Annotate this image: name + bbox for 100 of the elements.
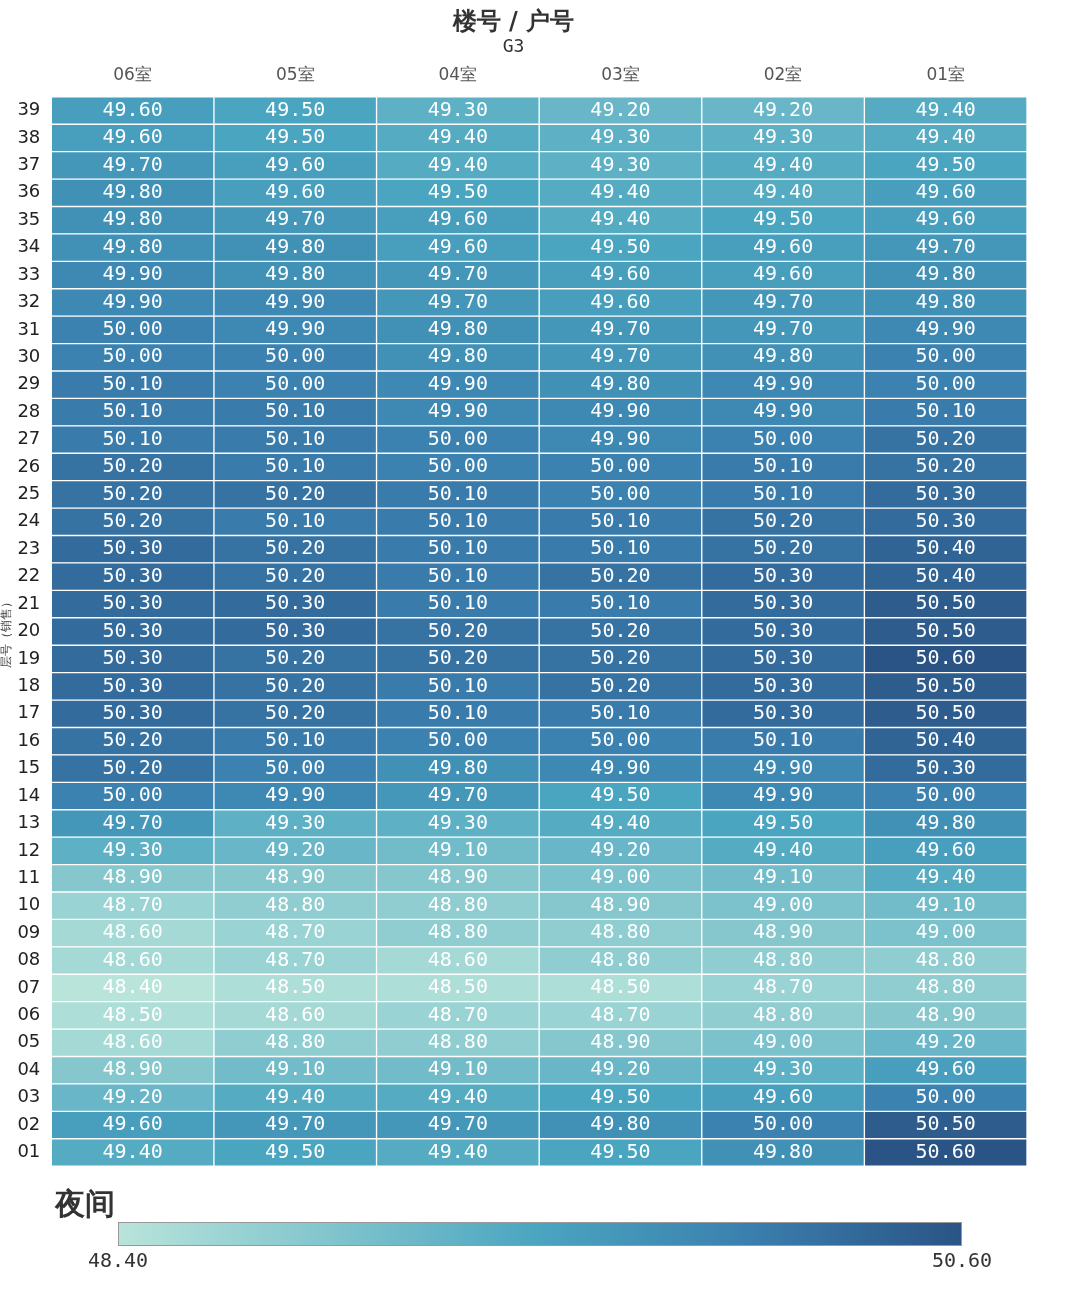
data-label: 50.10 [590,535,651,560]
y-tick-label: 14 [17,783,41,805]
data-label: 49.70 [427,1111,488,1136]
data-label: 49.60 [265,178,326,203]
y-tick-label: 05 [17,1030,41,1052]
color-bar-title: 夜间 [55,1185,115,1223]
data-label: 50.10 [590,508,651,533]
chart-subtitle: G3 [502,35,525,57]
data-label: 49.70 [102,809,163,834]
data-label: 50.20 [590,672,651,697]
data-label: 50.10 [265,508,326,533]
data-label: 49.40 [752,151,814,176]
data-label: 48.80 [590,919,651,944]
data-label: 48.90 [752,919,814,944]
data-label: 49.90 [102,261,163,286]
data-label: 50.10 [427,480,488,505]
data-label: 48.80 [915,946,976,971]
data-label: 50.10 [265,425,326,450]
data-label: 50.10 [427,535,488,560]
data-label: 50.30 [752,590,814,615]
data-label: 49.90 [752,754,814,779]
y-axis-title: 层号（销售） [0,595,14,668]
data-label: 50.00 [265,343,326,368]
data-label: 50.00 [265,370,326,395]
data-label: 49.40 [427,124,488,149]
data-label: 50.30 [915,508,976,533]
data-label: 50.30 [102,535,163,560]
y-tick-label: 33 [17,262,41,284]
data-label: 49.60 [915,178,976,203]
y-tick-label: 13 [17,811,41,833]
data-label: 50.00 [590,453,651,478]
data-label: 49.50 [752,809,814,834]
data-label: 50.20 [102,480,163,505]
data-label: 50.20 [752,535,814,560]
data-label: 49.80 [590,370,651,395]
y-tick-label: 20 [17,619,41,641]
data-label: 50.20 [265,699,326,724]
data-label: 50.30 [265,590,326,615]
data-label: 49.30 [752,1056,814,1081]
data-label: 49.90 [752,398,814,423]
data-label: 49.60 [102,1111,163,1136]
data-label: 50.20 [265,645,326,670]
data-label: 50.00 [752,425,814,450]
data-label: 50.50 [915,672,976,697]
x-tick-label: 05室 [275,64,315,85]
data-label: 50.20 [427,645,488,670]
data-label: 49.40 [427,1083,488,1108]
data-label: 49.40 [427,1138,488,1163]
data-label: 49.60 [915,837,976,862]
y-tick-label: 09 [17,920,41,942]
data-label: 50.00 [102,782,163,807]
x-tick-label: 02室 [763,64,803,85]
data-label: 50.20 [427,617,488,642]
data-label: 48.80 [427,891,488,916]
data-label: 48.80 [265,1029,326,1054]
y-tick-label: 15 [17,756,41,778]
data-label: 49.40 [590,178,651,203]
data-label: 49.80 [265,261,326,286]
y-tick-label: 34 [17,235,41,257]
data-label: 50.30 [265,617,326,642]
data-label: 48.70 [752,974,814,999]
data-label: 50.30 [102,699,163,724]
y-tick-label: 02 [17,1112,41,1134]
data-label: 49.40 [102,1138,163,1163]
data-label: 49.50 [590,1138,651,1163]
data-label: 50.50 [915,699,976,724]
x-tick-label: 06室 [113,64,152,85]
data-label: 50.20 [102,754,163,779]
data-label: 48.90 [915,1001,976,1026]
data-label: 49.70 [102,151,163,176]
data-label: 49.40 [752,178,814,203]
data-label: 48.60 [427,946,488,971]
data-label: 50.00 [427,453,488,478]
data-label: 50.30 [102,590,163,615]
data-label: 49.90 [590,754,651,779]
data-label: 50.10 [752,727,814,752]
data-label: 49.40 [752,837,814,862]
data-label: 49.50 [265,96,326,121]
data-label: 48.80 [752,946,814,971]
y-tick-label: 11 [17,865,41,887]
data-label: 49.20 [590,96,651,121]
data-label: 49.80 [102,233,163,258]
data-label: 49.40 [915,864,976,889]
data-label: 48.70 [265,919,326,944]
y-tick-label: 38 [17,125,41,147]
data-label: 49.70 [427,288,488,313]
y-tick-label: 06 [17,1003,41,1025]
data-label: 50.30 [752,672,814,697]
data-label: 50.50 [915,590,976,615]
data-label: 49.90 [427,370,488,395]
data-label: 48.60 [265,1001,326,1026]
data-label: 50.30 [915,754,976,779]
data-label: 50.00 [915,343,976,368]
y-tick-label: 21 [17,591,41,613]
data-label: 50.60 [915,645,976,670]
y-tick-label: 22 [17,564,41,586]
data-label: 49.50 [427,178,488,203]
data-label: 48.90 [102,1056,163,1081]
data-label: 49.00 [915,919,976,944]
data-label: 49.80 [102,206,163,231]
